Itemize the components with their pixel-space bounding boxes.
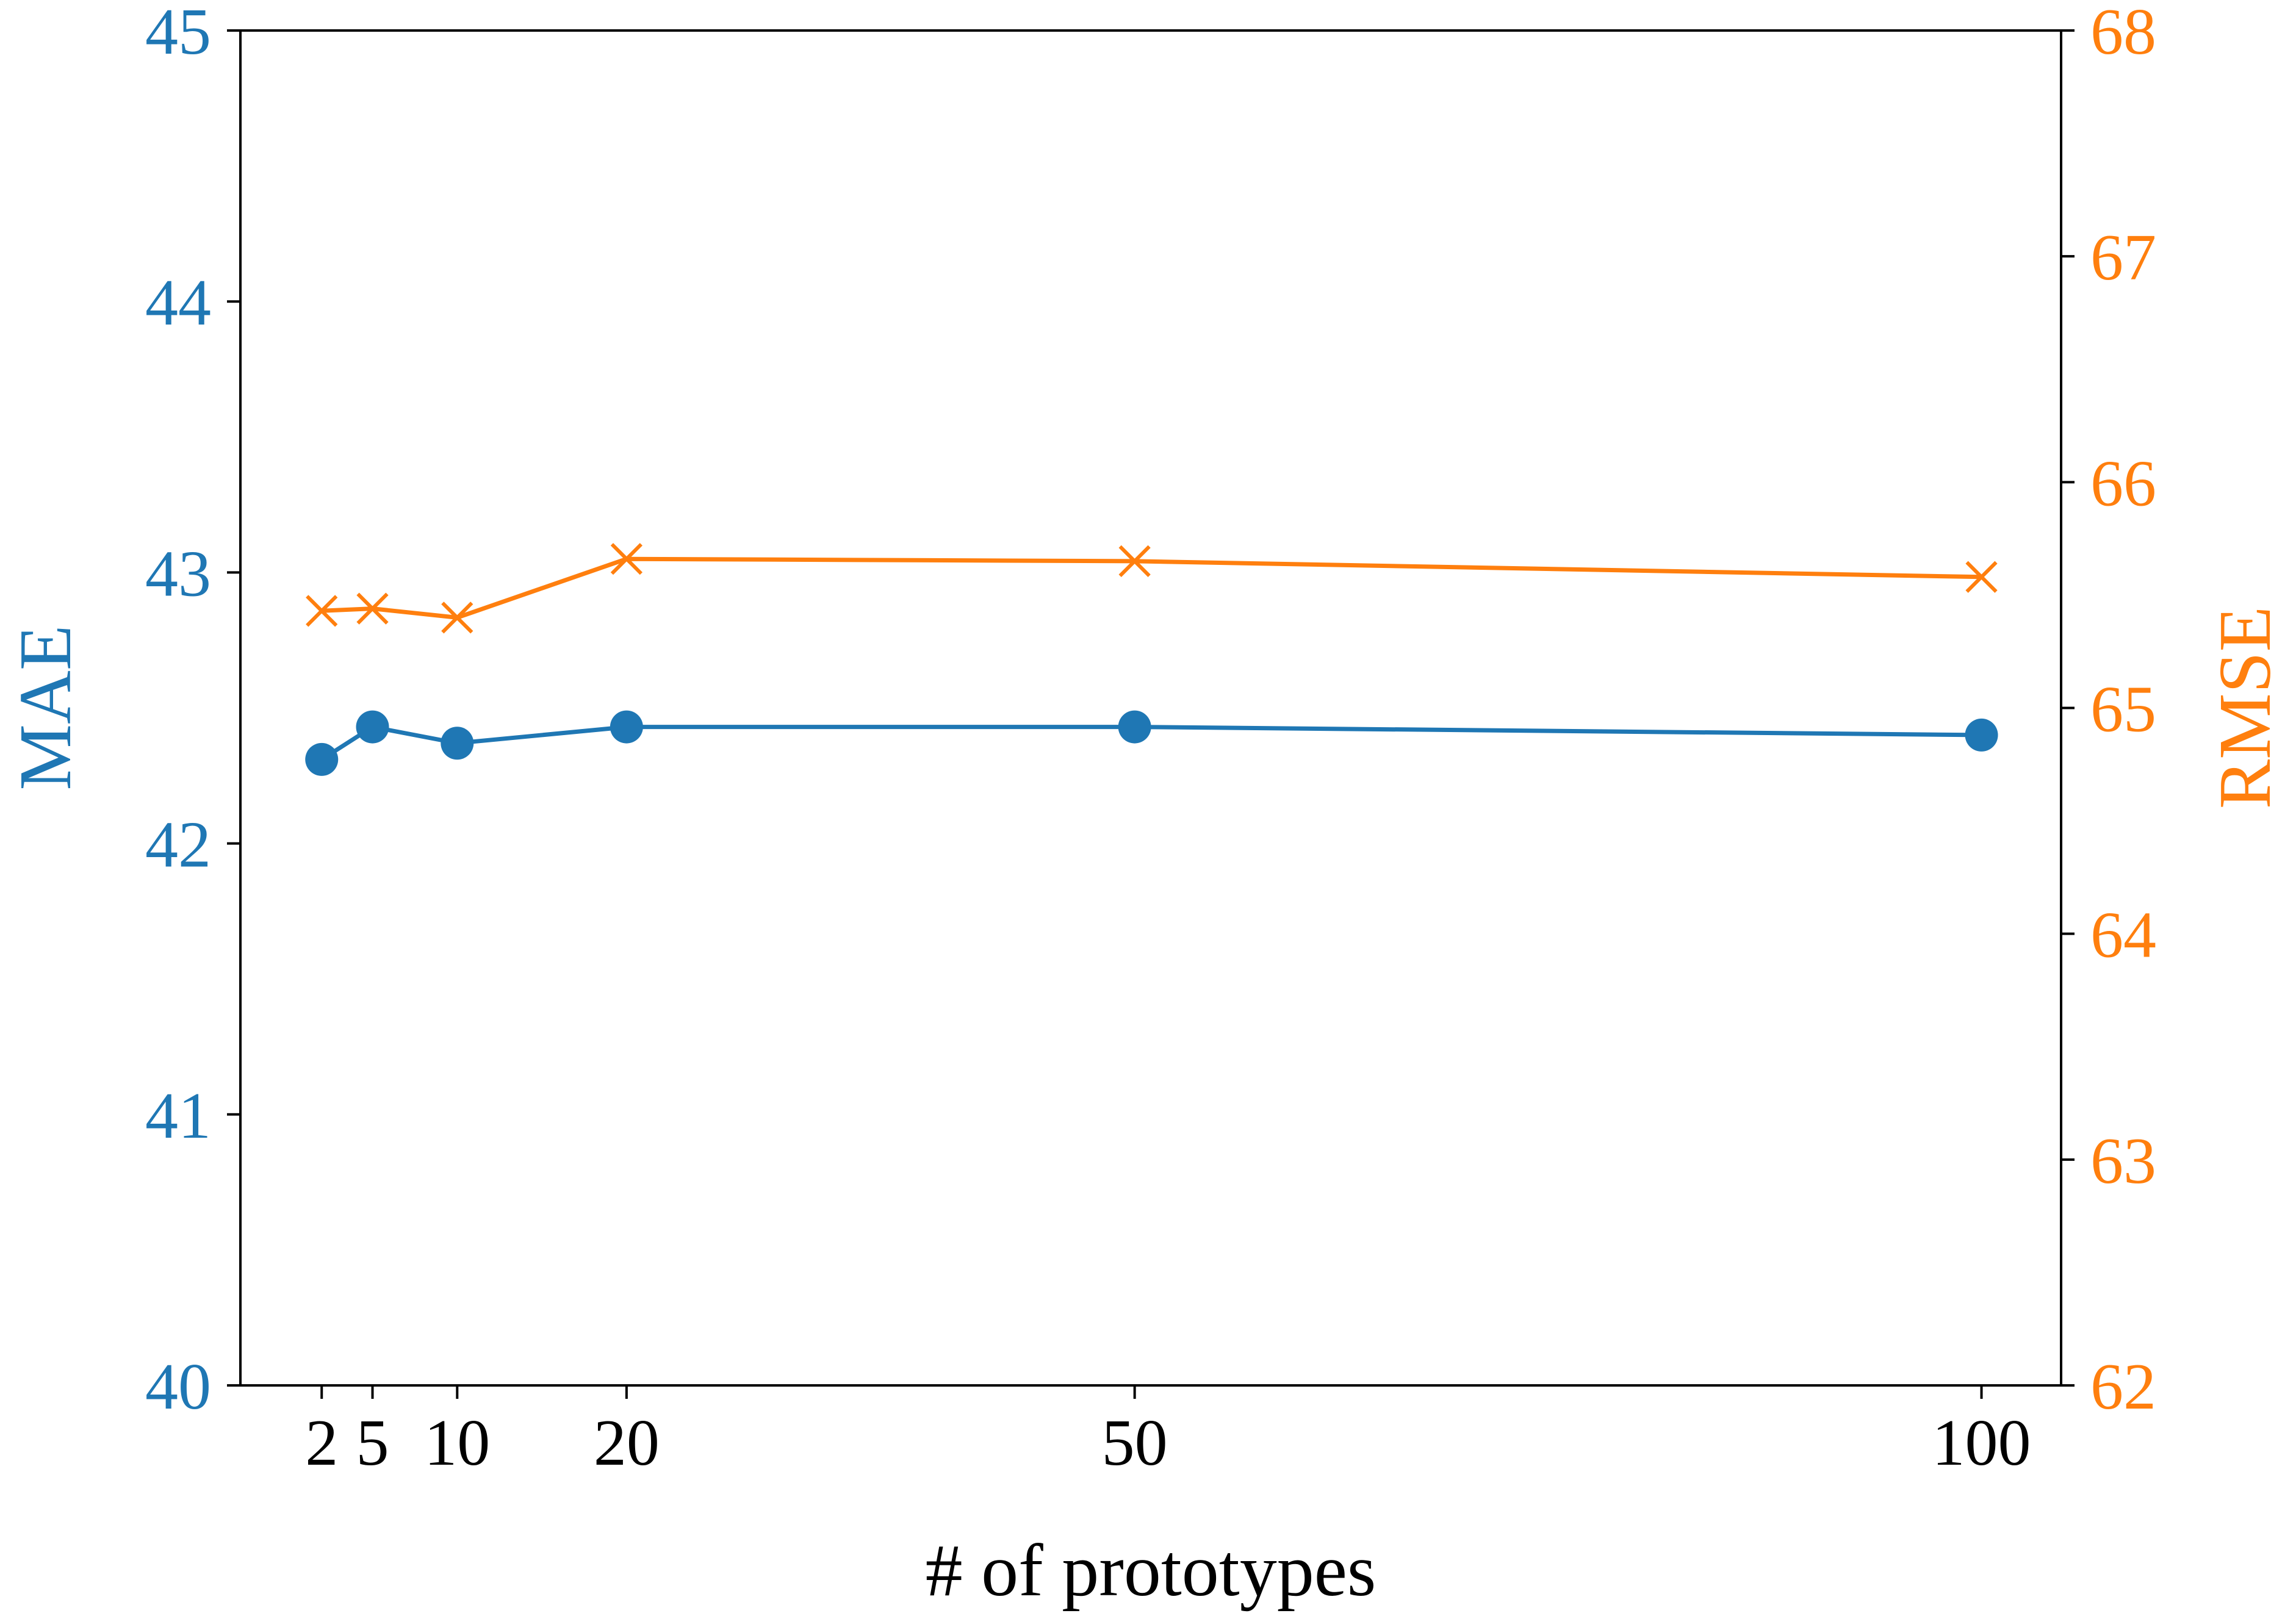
mae-axis-title: MAE bbox=[4, 625, 87, 790]
x-axis-title: # of prototypes bbox=[926, 1529, 1377, 1612]
mae-tick-label: 40 bbox=[145, 1351, 211, 1423]
mae-point bbox=[305, 742, 339, 776]
x-tick-label: 2 bbox=[305, 1407, 338, 1479]
rmse-tick-label: 67 bbox=[2090, 221, 2156, 294]
x-axis: 2 5 10 20 50 100 bbox=[305, 1385, 2031, 1479]
mae-series-line bbox=[320, 725, 1982, 761]
mae-tick-label: 42 bbox=[145, 809, 211, 882]
rmse-tick-label: 65 bbox=[2090, 673, 2156, 746]
rmse-series-line bbox=[322, 556, 1982, 620]
rmse-point bbox=[1965, 561, 1998, 593]
x-tick-label: 50 bbox=[1102, 1407, 1168, 1479]
x-tick-label: 5 bbox=[356, 1407, 389, 1479]
x-tick-label: 10 bbox=[424, 1407, 490, 1479]
mae-point bbox=[441, 727, 474, 760]
x-tick-label: 100 bbox=[1932, 1407, 2031, 1479]
rmse-tick-label: 62 bbox=[2090, 1351, 2156, 1423]
mae-point bbox=[1118, 710, 1151, 744]
rmse-axis: 62 63 64 65 66 67 68 bbox=[2061, 0, 2156, 1423]
rmse-point bbox=[306, 595, 338, 627]
rmse-tick-label: 66 bbox=[2090, 447, 2156, 520]
mae-tick-label: 43 bbox=[145, 537, 211, 610]
mae-axis: 40 41 42 43 44 45 bbox=[145, 0, 240, 1423]
mae-point bbox=[356, 710, 389, 744]
mae-tick-label: 41 bbox=[145, 1080, 211, 1152]
series-layer bbox=[305, 543, 1998, 776]
rmse-point bbox=[356, 592, 389, 625]
rmse-tick-label: 68 bbox=[2090, 0, 2156, 68]
rmse-tick-label: 63 bbox=[2090, 1125, 2156, 1198]
mae-tick-label: 45 bbox=[145, 0, 211, 68]
rmse-point bbox=[610, 543, 643, 575]
mae-point bbox=[1965, 718, 1998, 752]
mae-tick-label: 44 bbox=[145, 267, 211, 339]
x-tick-label: 20 bbox=[594, 1407, 660, 1479]
plot-frame bbox=[239, 29, 2062, 1387]
mae-point bbox=[610, 710, 643, 744]
rmse-point bbox=[441, 602, 473, 634]
rmse-tick-label: 64 bbox=[2090, 899, 2156, 972]
rmse-axis-title: RMSE bbox=[2204, 606, 2286, 809]
rmse-point bbox=[1118, 545, 1151, 578]
